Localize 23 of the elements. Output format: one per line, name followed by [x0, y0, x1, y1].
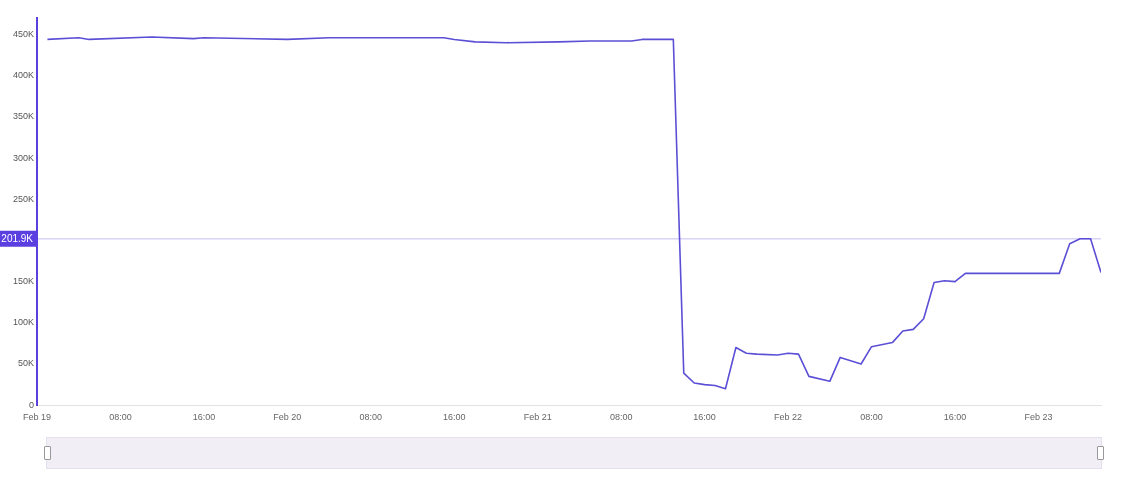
x-tick-label: Feb 21	[523, 412, 552, 423]
x-tick-label: 08:00	[860, 412, 883, 423]
y-tick-label: 0	[29, 399, 35, 410]
y-tick-label: 450K	[12, 28, 35, 39]
y-tick-label: 250K	[12, 193, 35, 204]
x-tick-label: 16:00	[192, 412, 216, 423]
y-tick-label: 100K	[12, 317, 35, 328]
x-tick-label: Feb 20	[273, 412, 302, 423]
y-tick-label: 50K	[18, 358, 35, 369]
x-tick-label: Feb 19	[23, 412, 52, 423]
x-tick-label: 08:00	[109, 412, 132, 423]
x-tick-label: 16:00	[693, 412, 716, 423]
y-tick-label: 300K	[12, 152, 35, 163]
x-tick-label: 16:00	[443, 412, 466, 423]
x-tick-label: 16:00	[943, 412, 967, 423]
y-tick-label: 150K	[12, 276, 35, 287]
y-tick-label: 400K	[12, 70, 35, 81]
x-tick-label: Feb 23	[1024, 412, 1053, 423]
x-tick-label: 08:00	[359, 412, 383, 423]
x-tick-label: Feb 22	[774, 412, 803, 423]
ref-line-label: 201.9K	[1, 232, 34, 244]
y-tick-label: 350K	[12, 111, 35, 122]
x-tick-label: 08:00	[609, 412, 633, 423]
